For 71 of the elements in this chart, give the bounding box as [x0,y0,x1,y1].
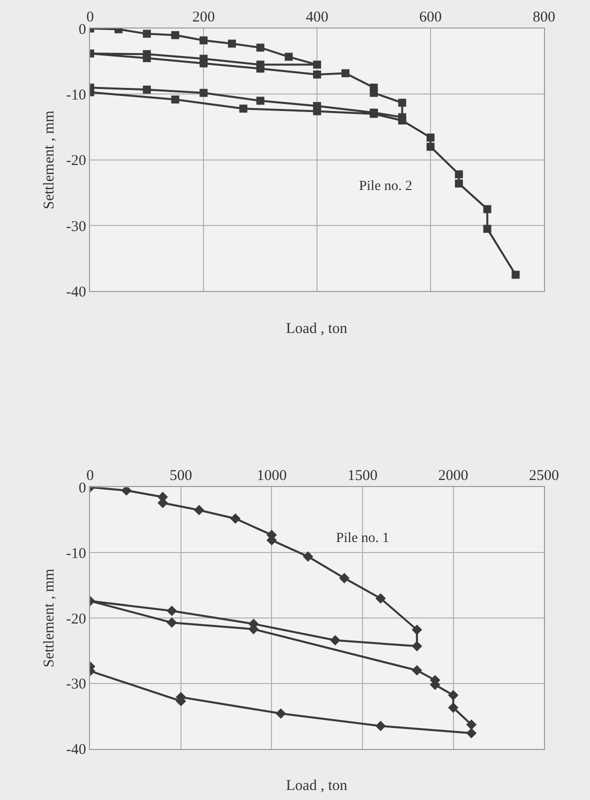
x-tick-label: 800 [532,10,556,26]
y-tick-label: 0 [78,480,86,496]
point [466,728,477,738]
point [166,617,178,628]
x-tick-label: 1000 [256,468,287,484]
x-tick-label: 500 [170,468,192,484]
point [302,551,314,562]
point [398,98,406,107]
y-tick-label: -10 [66,87,86,104]
point [256,64,264,73]
point [426,142,435,151]
x-tick-label: 600 [419,10,442,26]
x-axis-title: Load , ton [286,778,348,794]
point [142,54,151,62]
x-tick-label: 400 [306,10,328,26]
point [313,60,322,69]
x-tick-label: 2500 [529,468,560,484]
y-tick-label: -40 [66,284,86,300]
point [375,593,386,604]
y-tick-label: -30 [66,218,86,235]
point [200,59,208,68]
point [448,702,458,713]
y-tick-label: -30 [66,676,86,693]
point [239,104,248,113]
x-axis-title: Load , ton [286,321,348,337]
point [426,134,435,142]
point [370,88,378,97]
point [276,708,286,719]
point [339,572,350,584]
y-tick-label: -10 [66,546,86,562]
point [142,30,151,38]
point [483,205,492,214]
point [341,69,350,78]
point [454,180,463,188]
annotation: Pile no. 2 [359,179,412,194]
x-tick-label: 200 [192,10,215,26]
annotation: Pile no. 1 [336,531,390,546]
point [398,116,406,124]
point [284,52,293,61]
point [313,70,322,79]
point [375,720,386,732]
y-tick-label: -20 [66,153,86,170]
point [194,504,204,516]
x-tick-label: 1500 [347,468,378,484]
point [466,719,477,730]
point [330,635,340,646]
point [483,224,492,233]
point [200,88,208,97]
point [200,36,208,44]
point [228,40,236,48]
point [454,170,463,178]
point [121,487,132,496]
point [313,107,322,116]
y-axis-title: Settlement , mm [41,110,58,210]
point [256,44,264,52]
y-axis-title: Settlement , mm [41,568,58,668]
y-tick-label: -40 [66,742,86,758]
x-tick-label: 2000 [438,468,468,484]
y-tick-label: 0 [78,22,86,38]
y-tick-label: -20 [66,611,86,628]
point [171,31,180,40]
point [412,640,422,652]
point [166,606,178,616]
point [230,513,241,524]
point [171,95,180,104]
point [448,690,458,700]
point [412,665,422,676]
point [512,270,520,279]
point [256,96,264,105]
point [412,624,422,635]
point [142,86,151,94]
